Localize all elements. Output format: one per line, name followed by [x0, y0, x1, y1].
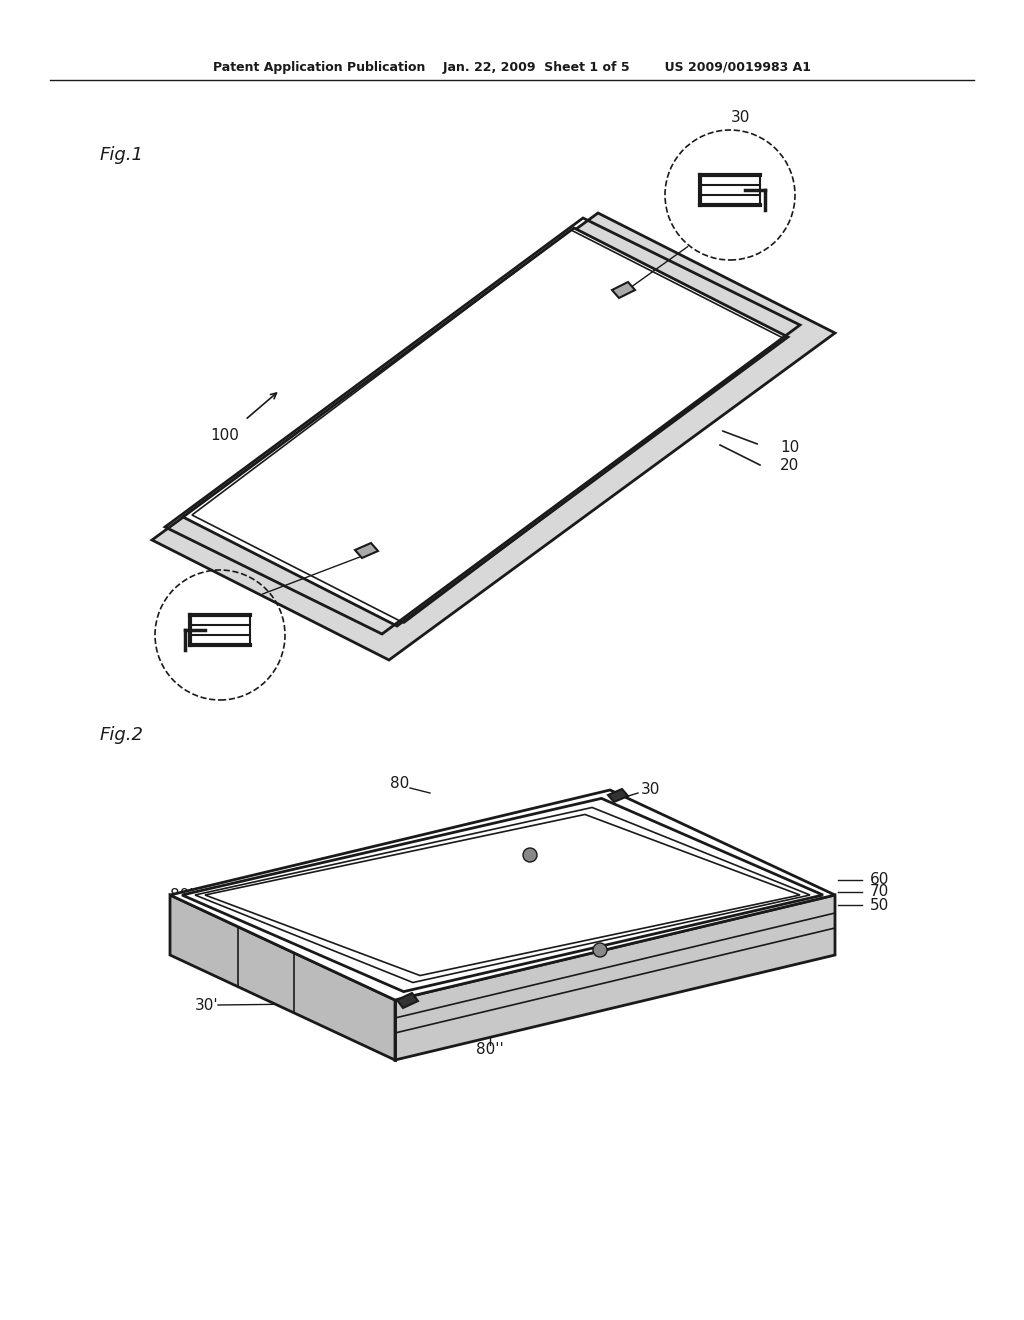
Circle shape	[523, 847, 537, 862]
Text: 20: 20	[780, 458, 800, 473]
Text: Fig.1: Fig.1	[100, 147, 144, 164]
Polygon shape	[395, 895, 835, 1060]
Polygon shape	[612, 282, 635, 298]
Text: 80': 80'	[170, 887, 194, 903]
Text: Patent Application Publication    Jan. 22, 2009  Sheet 1 of 5        US 2009/001: Patent Application Publication Jan. 22, …	[213, 62, 811, 74]
Polygon shape	[183, 228, 788, 626]
Text: 30': 30'	[196, 998, 219, 1012]
Text: 100: 100	[211, 428, 240, 442]
Text: Fig.2: Fig.2	[100, 726, 144, 744]
Text: 50: 50	[870, 898, 889, 912]
Circle shape	[593, 942, 607, 957]
Text: 100: 100	[214, 953, 243, 968]
Text: 10: 10	[780, 441, 800, 455]
Polygon shape	[170, 789, 835, 1001]
Text: 80'': 80''	[476, 1043, 504, 1057]
Text: 30'': 30''	[686, 968, 714, 982]
Polygon shape	[608, 789, 628, 803]
Text: 60: 60	[870, 873, 890, 887]
Polygon shape	[170, 895, 395, 1060]
Text: 80: 80	[390, 776, 410, 791]
Polygon shape	[152, 213, 835, 660]
Text: 30: 30	[640, 783, 659, 797]
Polygon shape	[397, 993, 418, 1008]
Text: 70: 70	[870, 884, 889, 899]
Text: 30: 30	[730, 110, 750, 124]
Polygon shape	[355, 543, 378, 558]
